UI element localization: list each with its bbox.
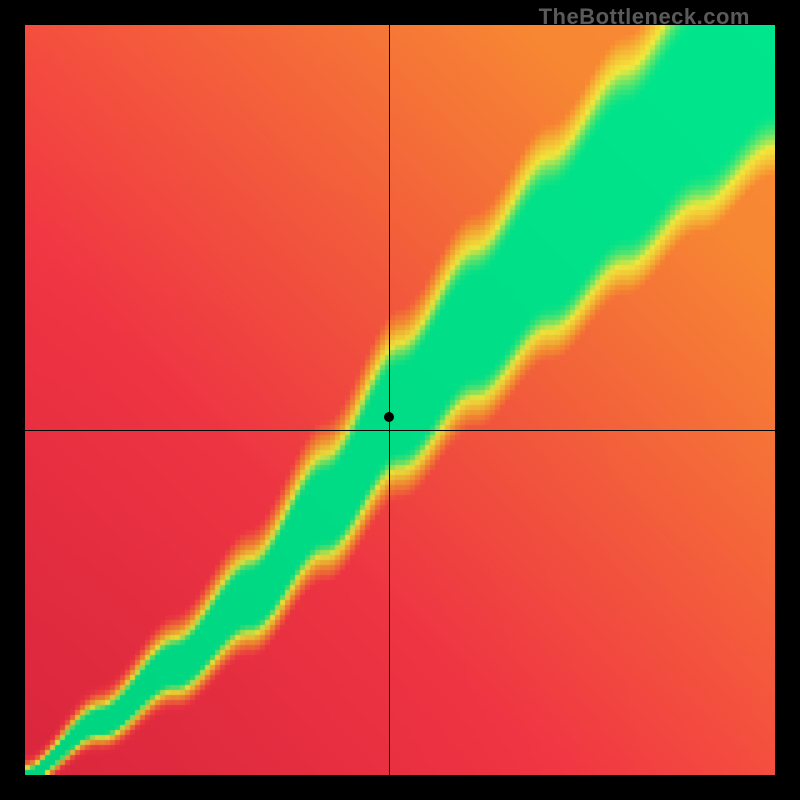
heatmap-canvas	[25, 25, 775, 775]
crosshair-vertical	[389, 25, 390, 775]
data-point-marker	[384, 412, 394, 422]
chart-container: TheBottleneck.com	[0, 0, 800, 800]
watermark-text: TheBottleneck.com	[539, 4, 750, 30]
crosshair-horizontal	[25, 430, 775, 431]
heatmap-plot	[25, 25, 775, 775]
